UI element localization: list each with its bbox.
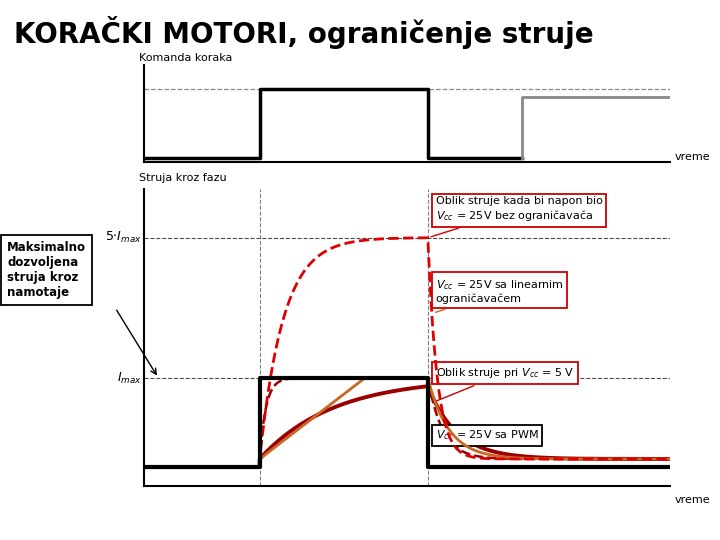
Text: Oblik struje pri $V_{cc}$ = 5 V: Oblik struje pri $V_{cc}$ = 5 V [436,366,575,401]
Text: $V_{cc}$ = 25V sa linearnim
ograničavačem: $V_{cc}$ = 25V sa linearnim ograničavače… [436,278,564,312]
Text: Struja kroz fazu: Struja kroz fazu [139,173,226,183]
Text: $V_{cc}$ = 25V sa PWM: $V_{cc}$ = 25V sa PWM [436,428,539,442]
Text: Maksimalno
dozvoljena
struja kroz
namotaje: Maksimalno dozvoljena struja kroz namota… [7,241,86,299]
Text: $5{\cdot}I_{max}$: $5{\cdot}I_{max}$ [104,230,141,245]
Text: KORAČKI MOTORI, ograničenje struje: KORAČKI MOTORI, ograničenje struje [14,16,594,49]
Text: vreme: vreme [675,152,711,162]
Text: Komanda koraka: Komanda koraka [139,53,232,63]
Text: Oblik struje kada bi napon bio
$V_{cc}$ = 25V bez ograničavača: Oblik struje kada bi napon bio $V_{cc}$ … [431,195,603,237]
Text: $I_{max}$: $I_{max}$ [117,370,141,386]
Text: vreme: vreme [675,495,711,505]
